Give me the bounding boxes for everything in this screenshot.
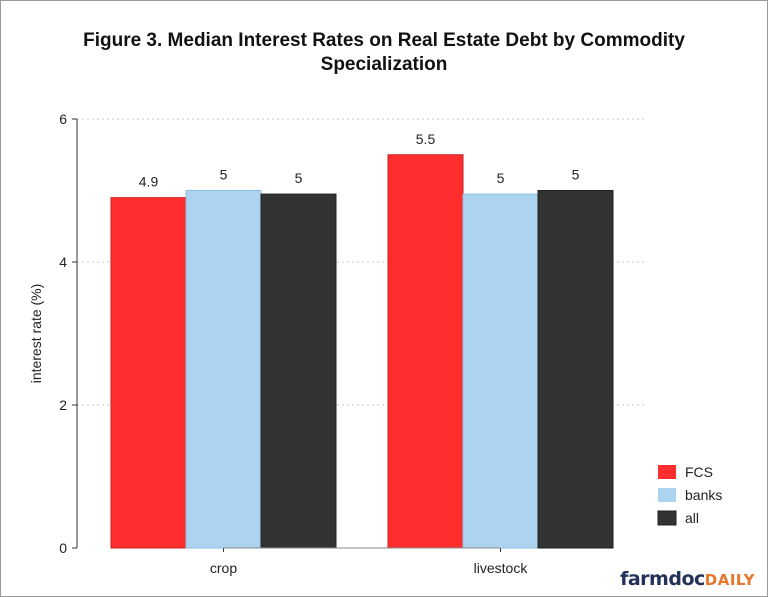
legend-label: FCS: [685, 464, 713, 480]
bar-banks-crop: [185, 190, 262, 549]
bar-banks-livestock: [462, 193, 539, 549]
y-tick-label: 0: [59, 540, 67, 556]
x-tick-label: crop: [210, 560, 237, 576]
legend-swatch-all: [657, 510, 677, 526]
title-line-1: Figure 3. Median Interest Rates on Real …: [83, 30, 685, 51]
legend-swatch-banks: [658, 488, 676, 502]
bar-FCS-livestock: [387, 154, 464, 549]
y-tick-label: 4: [59, 254, 67, 270]
farmdoc-daily-logo: farmdocDAILY: [620, 568, 755, 590]
data-label: 5: [220, 167, 228, 183]
bar-all-livestock: [537, 190, 614, 549]
y-axis-label: interest rate (%): [28, 284, 44, 384]
legend-label: all: [685, 510, 699, 526]
bar-FCS-crop: [110, 197, 187, 549]
legend-label: banks: [685, 487, 722, 503]
data-label: 4.9: [139, 174, 159, 190]
data-label: 5: [295, 170, 303, 186]
x-tick-label: livestock: [474, 560, 529, 576]
bar-all-crop: [260, 193, 337, 549]
y-tick-label: 2: [59, 397, 67, 413]
chart-title: Figure 3. Median Interest Rates on Real …: [1, 29, 767, 77]
y-tick-label: 6: [59, 111, 67, 127]
data-label: 5: [572, 167, 580, 183]
data-label: 5: [497, 170, 505, 186]
title-line-2: Specialization: [320, 54, 448, 75]
data-label: 5.5: [416, 131, 436, 147]
legend-swatch-FCS: [658, 465, 676, 479]
